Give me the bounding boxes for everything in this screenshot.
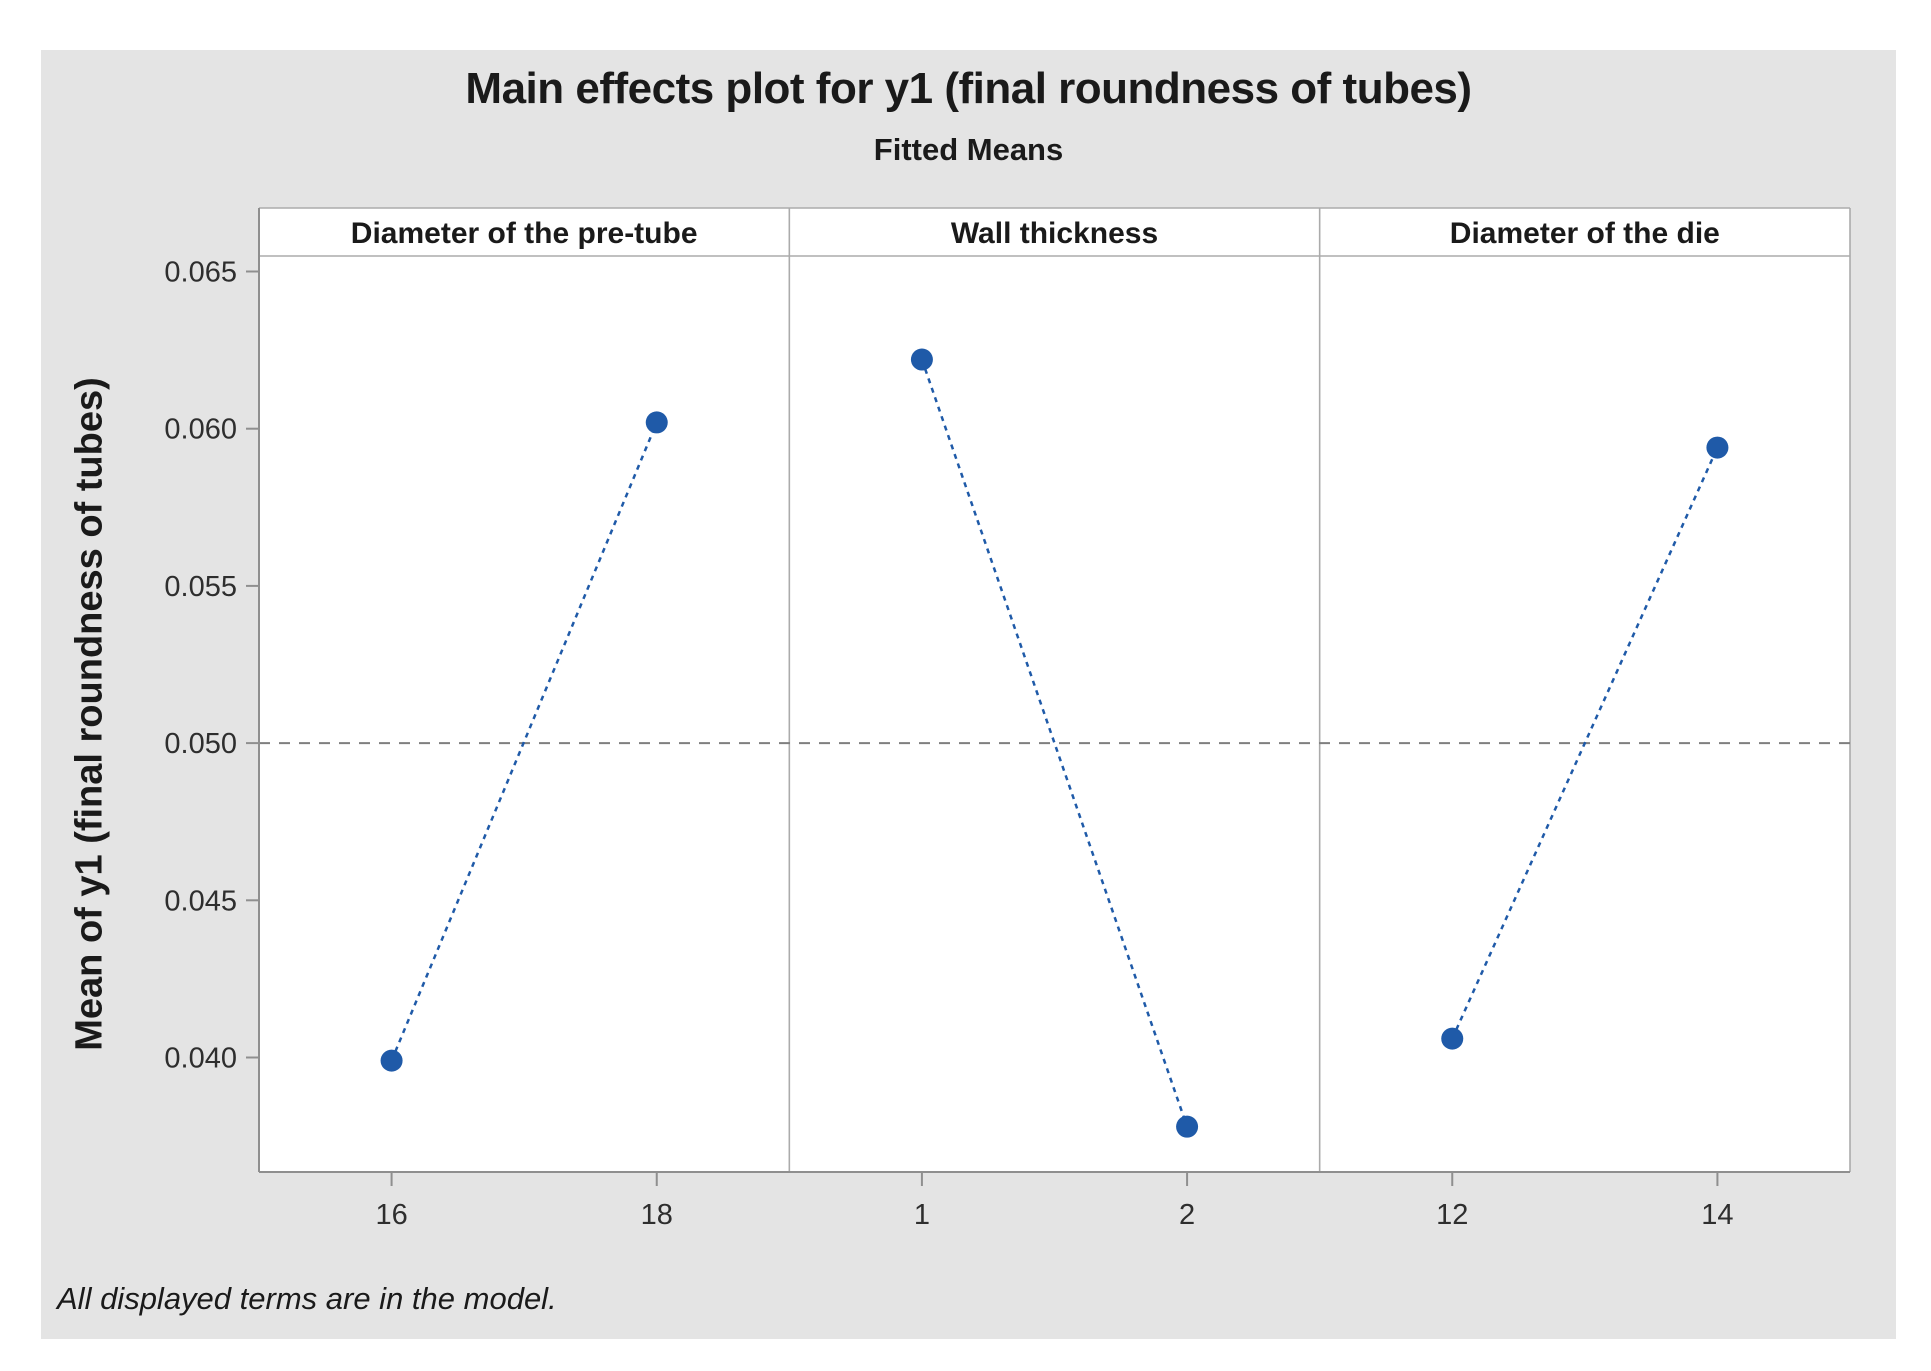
x-tick-label: 14	[1701, 1199, 1733, 1231]
x-tick-label: 1	[914, 1199, 930, 1231]
x-tick-label: 12	[1436, 1199, 1468, 1231]
series-line	[1451, 447, 1719, 1040]
y-tick-label: 0.040	[164, 1043, 237, 1075]
x-tick-label: 2	[1179, 1199, 1195, 1231]
panel-header: Diameter of the pre-tube	[351, 217, 698, 250]
y-tick-label: 0.065	[164, 257, 237, 289]
data-point	[1176, 1115, 1199, 1138]
footnote: All displayed terms are in the model.	[57, 1281, 557, 1316]
data-point	[910, 348, 933, 371]
data-point	[645, 411, 668, 434]
y-tick-label: 0.045	[164, 885, 237, 917]
plot-background	[259, 208, 1850, 1172]
y-tick-label: 0.060	[164, 414, 237, 446]
y-tick-label: 0.055	[164, 571, 237, 603]
data-point	[1441, 1027, 1464, 1050]
data-point	[1706, 436, 1729, 459]
chart-title: Main effects plot for y1 (final roundnes…	[465, 64, 1472, 113]
y-tick-label: 0.050	[164, 728, 237, 760]
panel-header: Wall thickness	[951, 217, 1158, 250]
x-tick-label: 16	[375, 1199, 407, 1231]
panel-header: Diameter of the die	[1450, 217, 1720, 250]
chart-subtitle: Fitted Means	[873, 132, 1064, 167]
data-point	[380, 1049, 403, 1072]
x-tick-label: 18	[641, 1199, 673, 1231]
